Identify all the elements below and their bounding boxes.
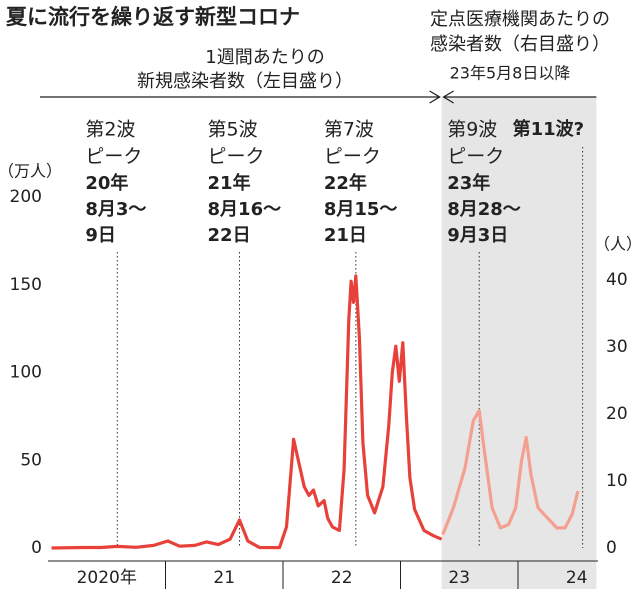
y2-tick-label: 20 (606, 404, 628, 424)
annotation-label: ピーク (324, 146, 381, 168)
right-label: 感染者数（右目盛り） (430, 34, 610, 55)
annotation-label: 第9波 (447, 119, 497, 141)
annotation-date: 21日 (324, 225, 367, 246)
annotation-date: 9月3日 (447, 225, 508, 246)
annotation-date: 9日 (85, 225, 116, 246)
x-tick-label: 22 (331, 568, 353, 588)
annotation-label: 第5波 (208, 119, 258, 141)
annotation-date: 22年 (324, 172, 367, 194)
y-tick-label: 150 (10, 275, 42, 295)
y2-axis-label: （人） (594, 235, 640, 254)
y-tick-label: 50 (20, 450, 42, 470)
shaded-period (441, 97, 597, 589)
annotation-label: ピーク (447, 146, 504, 168)
arrow-head (442, 90, 454, 104)
y2-tick-label: 10 (606, 471, 628, 491)
arrow-head (429, 90, 441, 104)
series-line (441, 409, 580, 536)
annotation-date: 22日 (208, 225, 251, 246)
annotation-label: 第11波? (513, 118, 585, 140)
annotation-date: 8月3～ (85, 199, 146, 220)
y-tick-label: 0 (31, 538, 42, 558)
annotation-label: 第7波 (324, 119, 374, 141)
y-tick-label: 100 (10, 363, 42, 383)
annotation-date: 23年 (447, 172, 490, 194)
y2-tick-label: 40 (606, 270, 628, 290)
annotation-date: 8月15～ (324, 199, 398, 220)
chart-title: 夏に流行を繰り返す新型コロナ (6, 5, 300, 29)
annotation-date: 8月16～ (208, 199, 282, 220)
y-axis-label: （万人） (0, 162, 62, 181)
right-label: 定点医療機関あたりの (430, 9, 610, 30)
x-tick-label: 23 (448, 568, 470, 588)
x-tick-label: 24 (566, 568, 588, 588)
annotation-date: 20年 (85, 172, 128, 194)
x-tick-label: 2020年 (77, 568, 137, 588)
y2-tick-label: 30 (606, 337, 628, 357)
left-label: 新規感染者数（左目盛り） (137, 71, 353, 92)
left-label: 1週間あたりの (205, 47, 324, 68)
annotation-label: ピーク (85, 146, 142, 168)
annotation-date: 21年 (208, 172, 251, 194)
x-tick-label: 21 (213, 568, 235, 588)
y-tick-label: 200 (10, 187, 42, 207)
annotation-label: ピーク (208, 146, 265, 168)
right-period: 23年5月8日以降 (450, 64, 571, 83)
y2-tick-label: 0 (606, 538, 617, 558)
annotation-date: 8月28～ (447, 199, 521, 220)
series-line (51, 274, 443, 550)
annotation-label: 第2波 (85, 119, 135, 141)
